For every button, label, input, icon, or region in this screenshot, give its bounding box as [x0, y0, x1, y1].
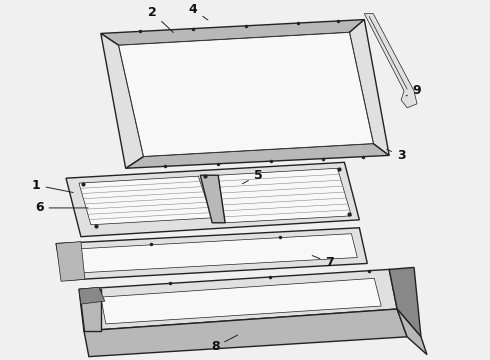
- Polygon shape: [349, 19, 389, 156]
- Text: 3: 3: [387, 149, 405, 162]
- Polygon shape: [56, 242, 85, 281]
- Polygon shape: [79, 176, 212, 225]
- Polygon shape: [125, 144, 389, 168]
- Polygon shape: [101, 278, 381, 324]
- Text: 9: 9: [406, 85, 421, 98]
- Text: 1: 1: [32, 179, 73, 193]
- Polygon shape: [389, 267, 421, 337]
- Polygon shape: [79, 287, 105, 304]
- Polygon shape: [101, 33, 144, 168]
- Polygon shape: [397, 309, 427, 355]
- Polygon shape: [365, 14, 417, 108]
- Polygon shape: [84, 309, 407, 357]
- Text: 5: 5: [243, 169, 262, 184]
- Polygon shape: [218, 168, 351, 223]
- Text: 2: 2: [148, 6, 173, 32]
- Polygon shape: [79, 269, 397, 331]
- Text: 6: 6: [35, 202, 88, 215]
- Polygon shape: [119, 32, 373, 156]
- Polygon shape: [66, 234, 357, 273]
- Polygon shape: [200, 175, 225, 223]
- Polygon shape: [79, 289, 101, 331]
- Polygon shape: [56, 228, 368, 280]
- Polygon shape: [66, 162, 359, 237]
- Text: 4: 4: [189, 3, 208, 20]
- Text: 8: 8: [211, 335, 238, 353]
- Polygon shape: [101, 19, 365, 45]
- Text: 7: 7: [312, 256, 334, 269]
